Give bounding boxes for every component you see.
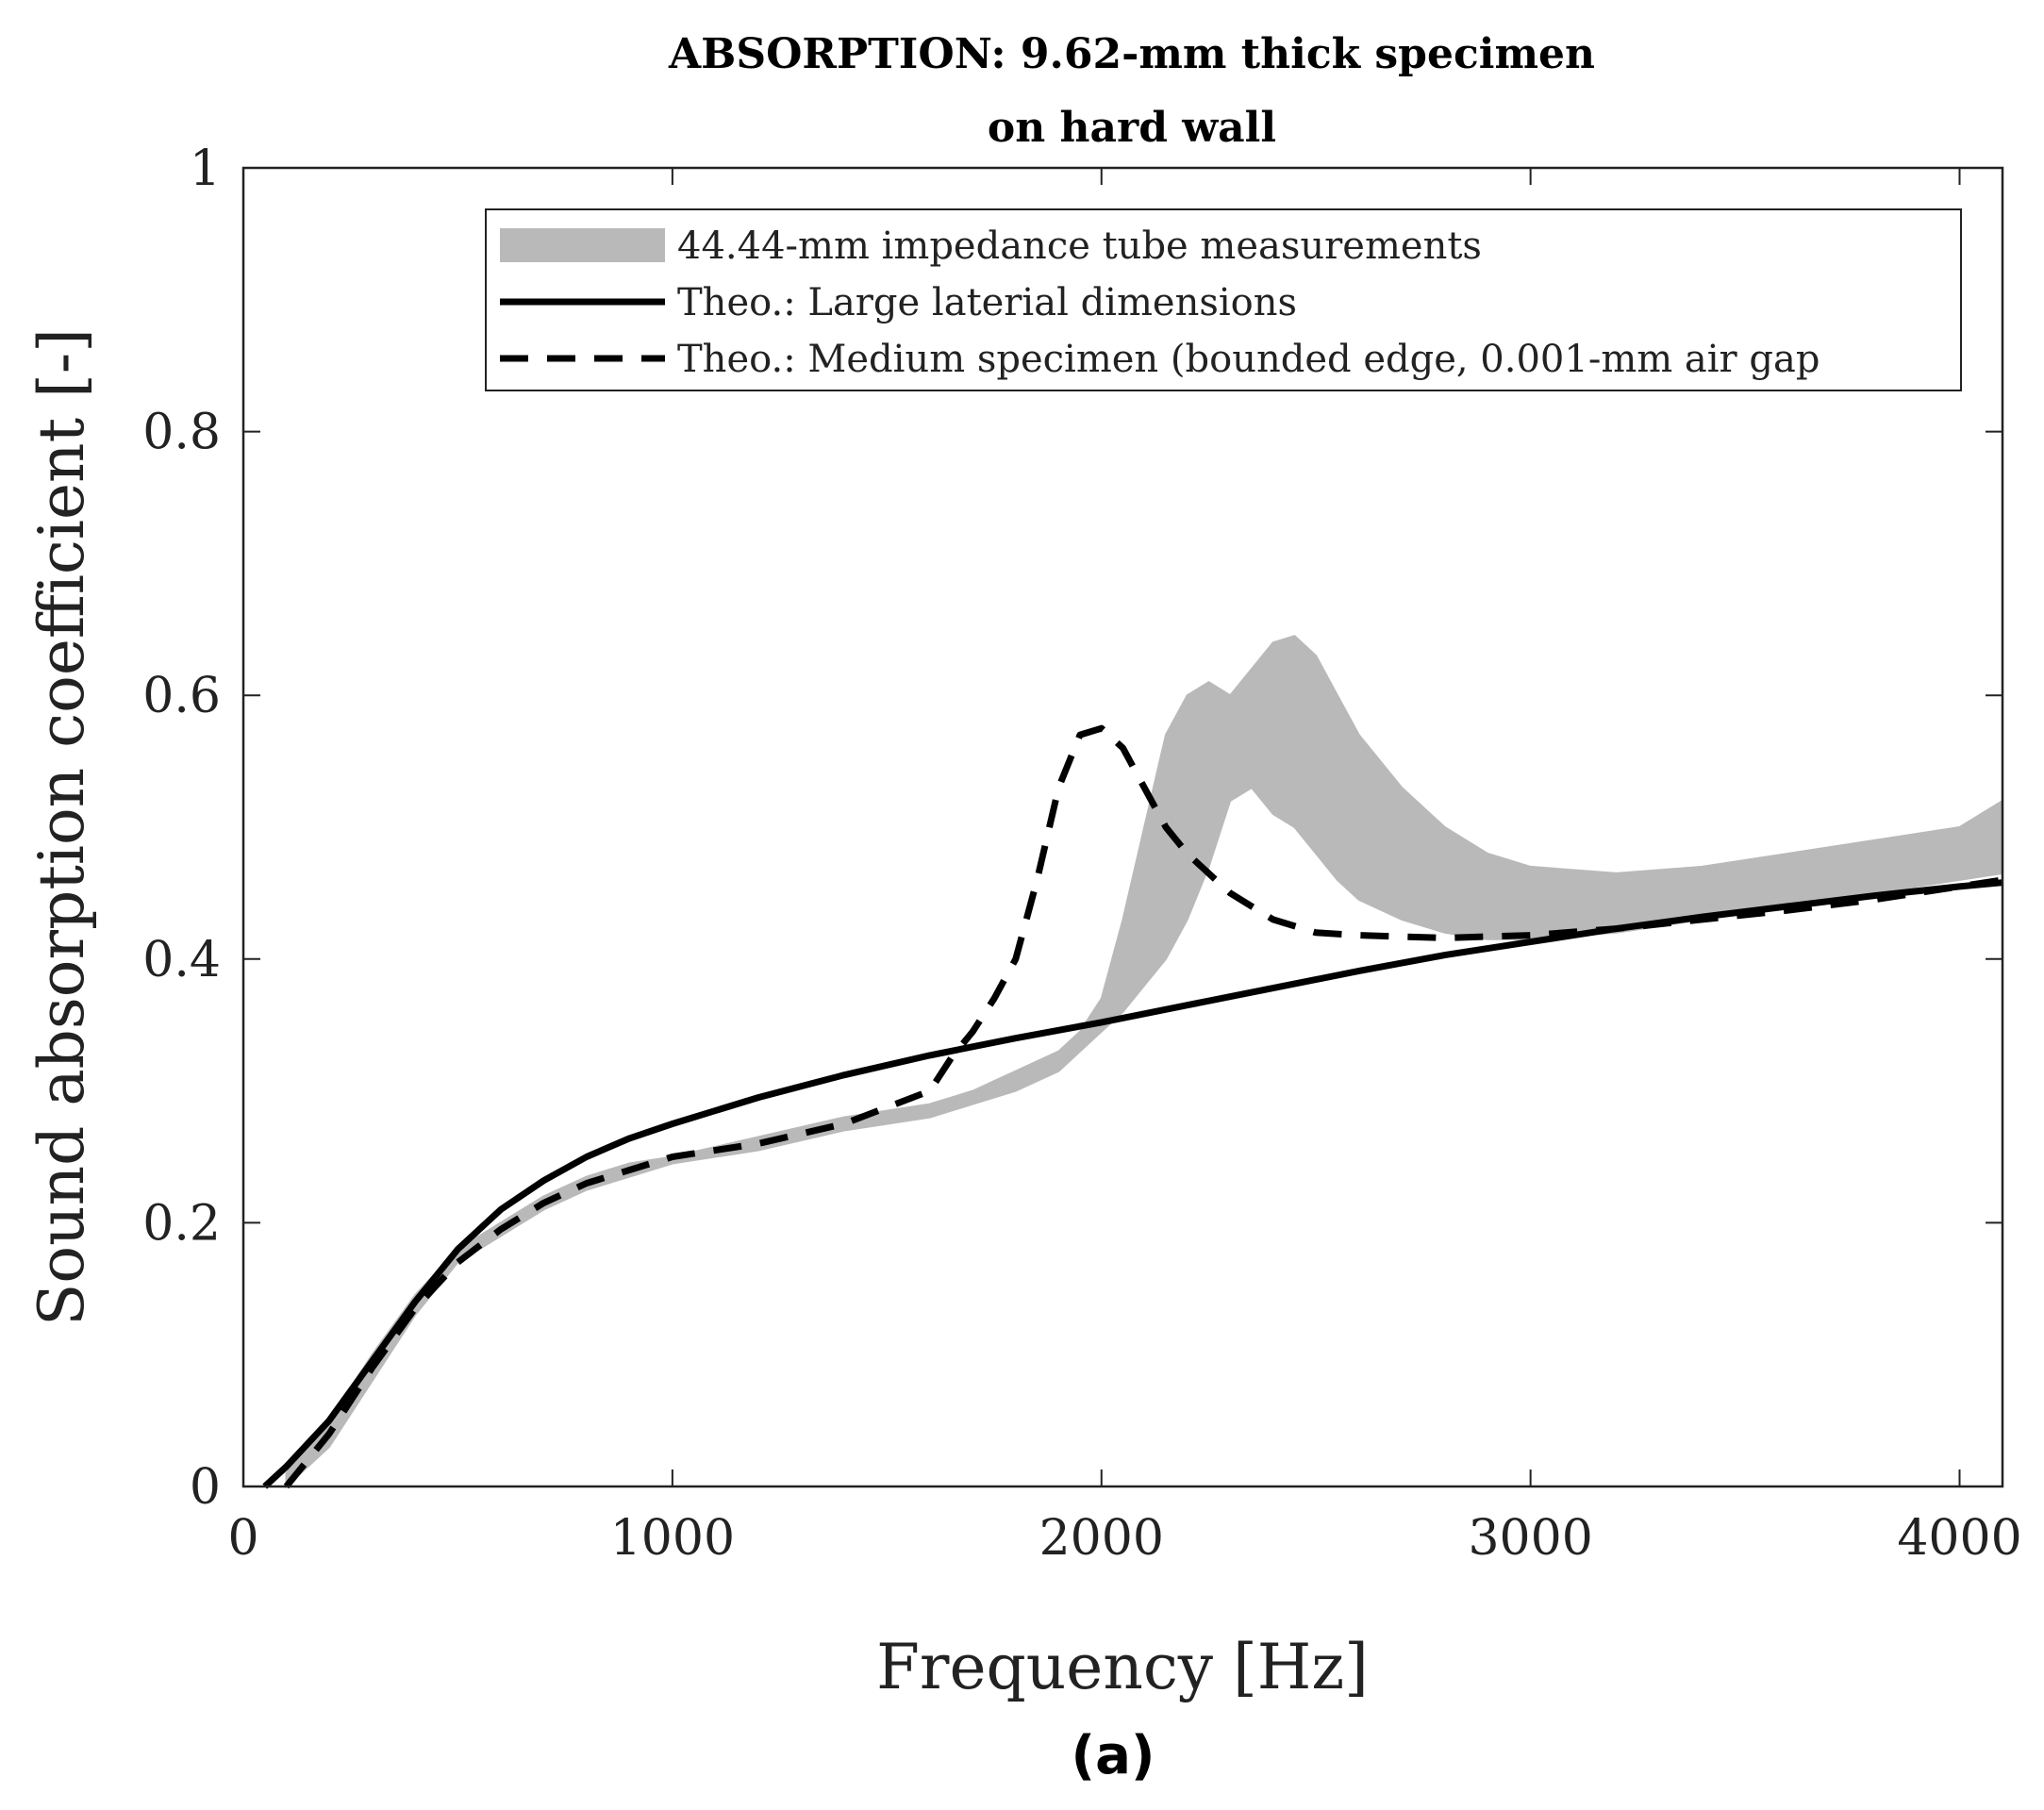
- chart-title-line-1: ABSORPTION: 9.62-mm thick specimen: [668, 30, 1595, 78]
- y-tick-label: 0.2: [142, 1195, 221, 1252]
- x-tick-label: 0: [227, 1510, 258, 1567]
- chart-title-line-2: on hard wall: [988, 104, 1276, 152]
- y-axis-label: Sound absorption coefficient [-]: [25, 328, 98, 1326]
- y-tick-label: 0.8: [142, 405, 221, 461]
- y-tick-label: 0.6: [142, 668, 221, 724]
- y-tick-label: 1: [190, 141, 221, 197]
- figure-caption: (a): [1072, 1725, 1155, 1786]
- x-tick-label: 3000: [1468, 1510, 1592, 1567]
- y-tick-label: 0: [190, 1459, 221, 1516]
- series-line-large-lateral: [262, 879, 2003, 1489]
- series-line-medium-specimen: [283, 724, 2003, 1489]
- legend-label-measurements: 44.44-mm impedance tube measurements: [677, 224, 1482, 268]
- x-tick-label: 2000: [1039, 1510, 1164, 1567]
- legend-label-medium-specimen: Theo.: Medium specimen (bounded edge, 0.…: [677, 338, 1820, 381]
- plot-frame: [241, 166, 2004, 1488]
- legend-label-large-lateral: Theo.: Large laterial dimensions: [677, 281, 1297, 324]
- legend-swatch-measurements: [500, 228, 665, 262]
- x-tick-label: 4000: [1897, 1510, 2021, 1567]
- legend-box: [485, 208, 1962, 391]
- y-tick-label: 0.4: [142, 932, 221, 988]
- axis-ticks: 0 1000 2000 3000 4000 0 0.2 0.4 0.6 0.8 1: [142, 141, 2021, 1567]
- x-tick-label: 1000: [610, 1510, 735, 1567]
- legend: 44.44-mm impedance tube measurements The…: [485, 208, 1962, 391]
- x-axis-label: Frequency [Hz]: [876, 1631, 1369, 1703]
